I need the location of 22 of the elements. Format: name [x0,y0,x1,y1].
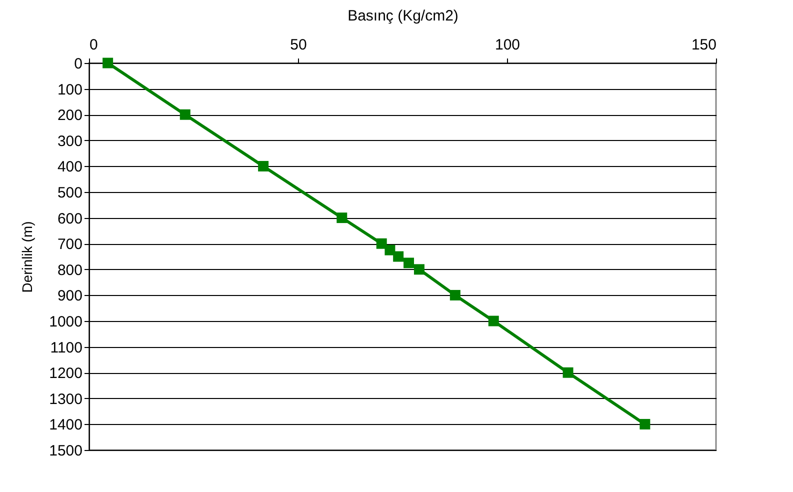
y-tick-label: 500 [57,184,82,202]
y-tick-label: 0 [74,56,82,72]
y-tick-label: 800 [57,262,82,279]
y-tick-label: 1500 [49,442,82,460]
x-axis-title: Basınç (Kg/cm2) [348,8,458,24]
y-tick-label: 1300 [49,390,82,408]
y-tick-label: 1400 [49,416,82,434]
y-tick-label: 1000 [49,314,82,330]
y-tick-label: 1100 [50,339,82,356]
y-tick-label: 600 [57,210,82,228]
x-tick-label: 150 [691,36,716,54]
y-tick-label: 100 [57,81,82,98]
y-tick-label: 1200 [49,365,82,382]
x-tick-label: 0 [90,36,98,54]
y-tick-label: 300 [57,132,82,150]
x-tick-label: 50 [290,36,307,54]
y-tick-label: 700 [57,236,82,254]
y-tick-label: 900 [57,288,82,305]
y-tick-label: 200 [57,107,82,124]
y-tick-label: 400 [57,158,82,176]
y-axis-title: Derinlik (m) [19,221,36,293]
x-tick-label: 100 [494,36,520,54]
